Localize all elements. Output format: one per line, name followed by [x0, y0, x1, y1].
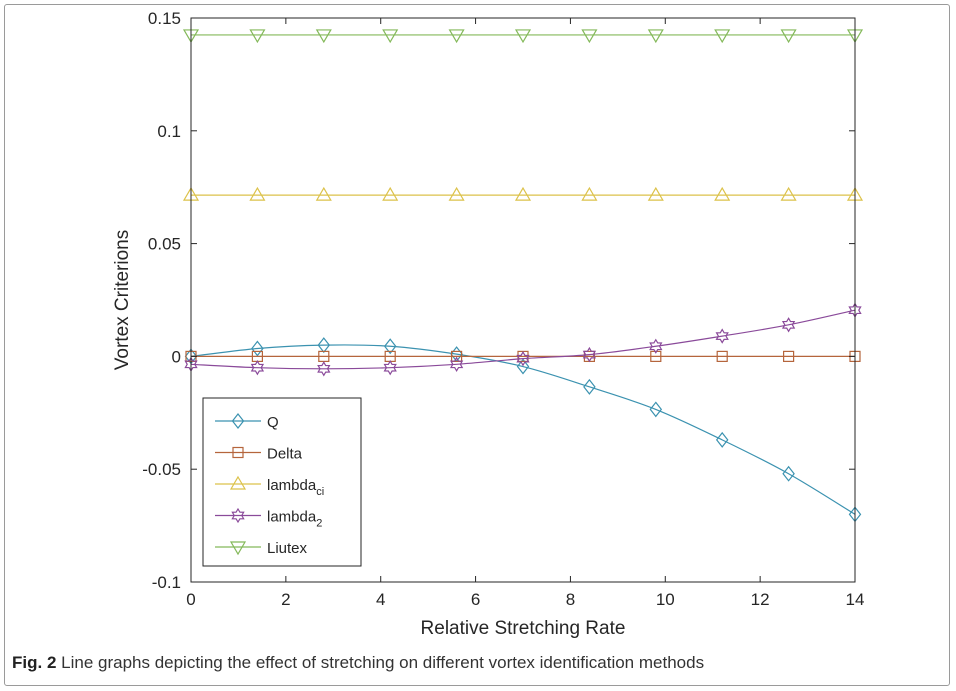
data-point-2-9: [780, 186, 797, 201]
data-point-4-3: [382, 29, 399, 44]
y-tick-label: -0.05: [142, 460, 181, 479]
data-point-0-3: [383, 338, 397, 355]
data-point-2-5: [514, 186, 532, 201]
caption-text: Line graphs depicting the effect of stre…: [56, 653, 705, 672]
x-tick-label: 10: [656, 590, 675, 609]
data-point-4-8: [714, 29, 731, 44]
legend-label-0: Q: [267, 414, 279, 431]
y-tick-label: 0.05: [148, 235, 181, 254]
data-point-4-7: [647, 29, 664, 44]
data-point-4-2: [315, 29, 332, 44]
data-point-3-9: [781, 317, 796, 333]
data-point-4-1: [249, 29, 266, 44]
series-2: [182, 186, 864, 201]
data-point-2-3: [382, 186, 399, 201]
series-3: [184, 302, 862, 377]
axes-layer: 0 2 4 6 8 10 12 14 -0.1 -0.05 0 0.05 0.1 0.15 Relative…: [112, 9, 864, 639]
data-point-2-7: [647, 186, 664, 201]
data-point-1-8: [716, 350, 728, 362]
data-point-3-1: [250, 360, 265, 376]
x-tick-label: 6: [471, 590, 480, 609]
data-point-3-4: [449, 356, 464, 372]
legend-label-subscript: ci: [316, 486, 324, 498]
x-tick-label: 14: [846, 590, 865, 609]
data-point-2-1: [249, 186, 266, 201]
legend-marker-4: [229, 541, 247, 556]
data-point-2-6: [581, 186, 598, 201]
data-point-0-8: [715, 431, 729, 448]
y-tick-label: 0: [172, 347, 181, 366]
x-tick-label: 12: [751, 590, 770, 609]
data-point-3-5: [516, 350, 530, 367]
data-point-0-7: [649, 401, 663, 418]
data-point-3-6: [582, 346, 597, 363]
data-point-3-3: [383, 360, 397, 376]
chart-legend: Q Delta lambdaci lambda2 Liutex: [202, 397, 362, 567]
data-point-4-4: [448, 29, 465, 44]
legend-marker-1: [232, 446, 244, 459]
data-point-4-6: [581, 29, 598, 44]
x-axis-label: Relative Stretching Rate: [421, 618, 626, 639]
data-point-3-8: [715, 328, 729, 344]
data-point-0-5: [516, 358, 530, 375]
legend-label-4: Liutex: [267, 540, 308, 557]
data-point-2-8: [714, 186, 731, 201]
legend-label-subscript: 2: [316, 518, 322, 530]
x-tick-label: 0: [186, 590, 195, 609]
y-axis-label: Vortex Criterions: [112, 230, 133, 370]
series-line-0: [190, 344, 856, 515]
data-point-2-2: [315, 186, 332, 201]
data-point-2-4: [448, 186, 465, 201]
data-point-0-1: [251, 340, 264, 357]
y-tick-label: 0.1: [157, 122, 181, 141]
legend-marker-0: [231, 413, 245, 429]
legend-box: [202, 397, 362, 567]
data-point-0-2: [317, 337, 331, 354]
legend-label-3: lambda2: [267, 509, 322, 530]
data-point-3-7: [649, 338, 663, 354]
figure-label: Fig. 2: [12, 653, 57, 672]
x-tick-label: 8: [566, 590, 575, 609]
series-line-3: [190, 309, 856, 370]
data-point-1-4: [451, 350, 463, 362]
legend-marker-3: [231, 507, 245, 524]
data-point-4-5: [514, 29, 532, 44]
figure-caption: Fig. 2 Line graphs depicting the effect …: [12, 653, 704, 673]
legend-marker-2: [229, 475, 247, 490]
data-point-0-6: [583, 378, 596, 395]
x-tick-label: 2: [281, 590, 290, 609]
x-tick-label: 4: [376, 590, 385, 609]
y-tick-label: 0.15: [148, 9, 181, 28]
data-point-4-9: [780, 29, 797, 44]
legend-label-1: Delta: [267, 446, 303, 463]
data-point-3-2: [317, 361, 331, 377]
data-point-1-7: [650, 350, 662, 362]
data-point-1-9: [782, 350, 795, 362]
data-point-0-9: [782, 465, 795, 482]
y-tick-label: -0.1: [152, 573, 181, 592]
legend-label-2: lambdaci: [267, 477, 324, 498]
plot-area-border: [190, 17, 856, 583]
